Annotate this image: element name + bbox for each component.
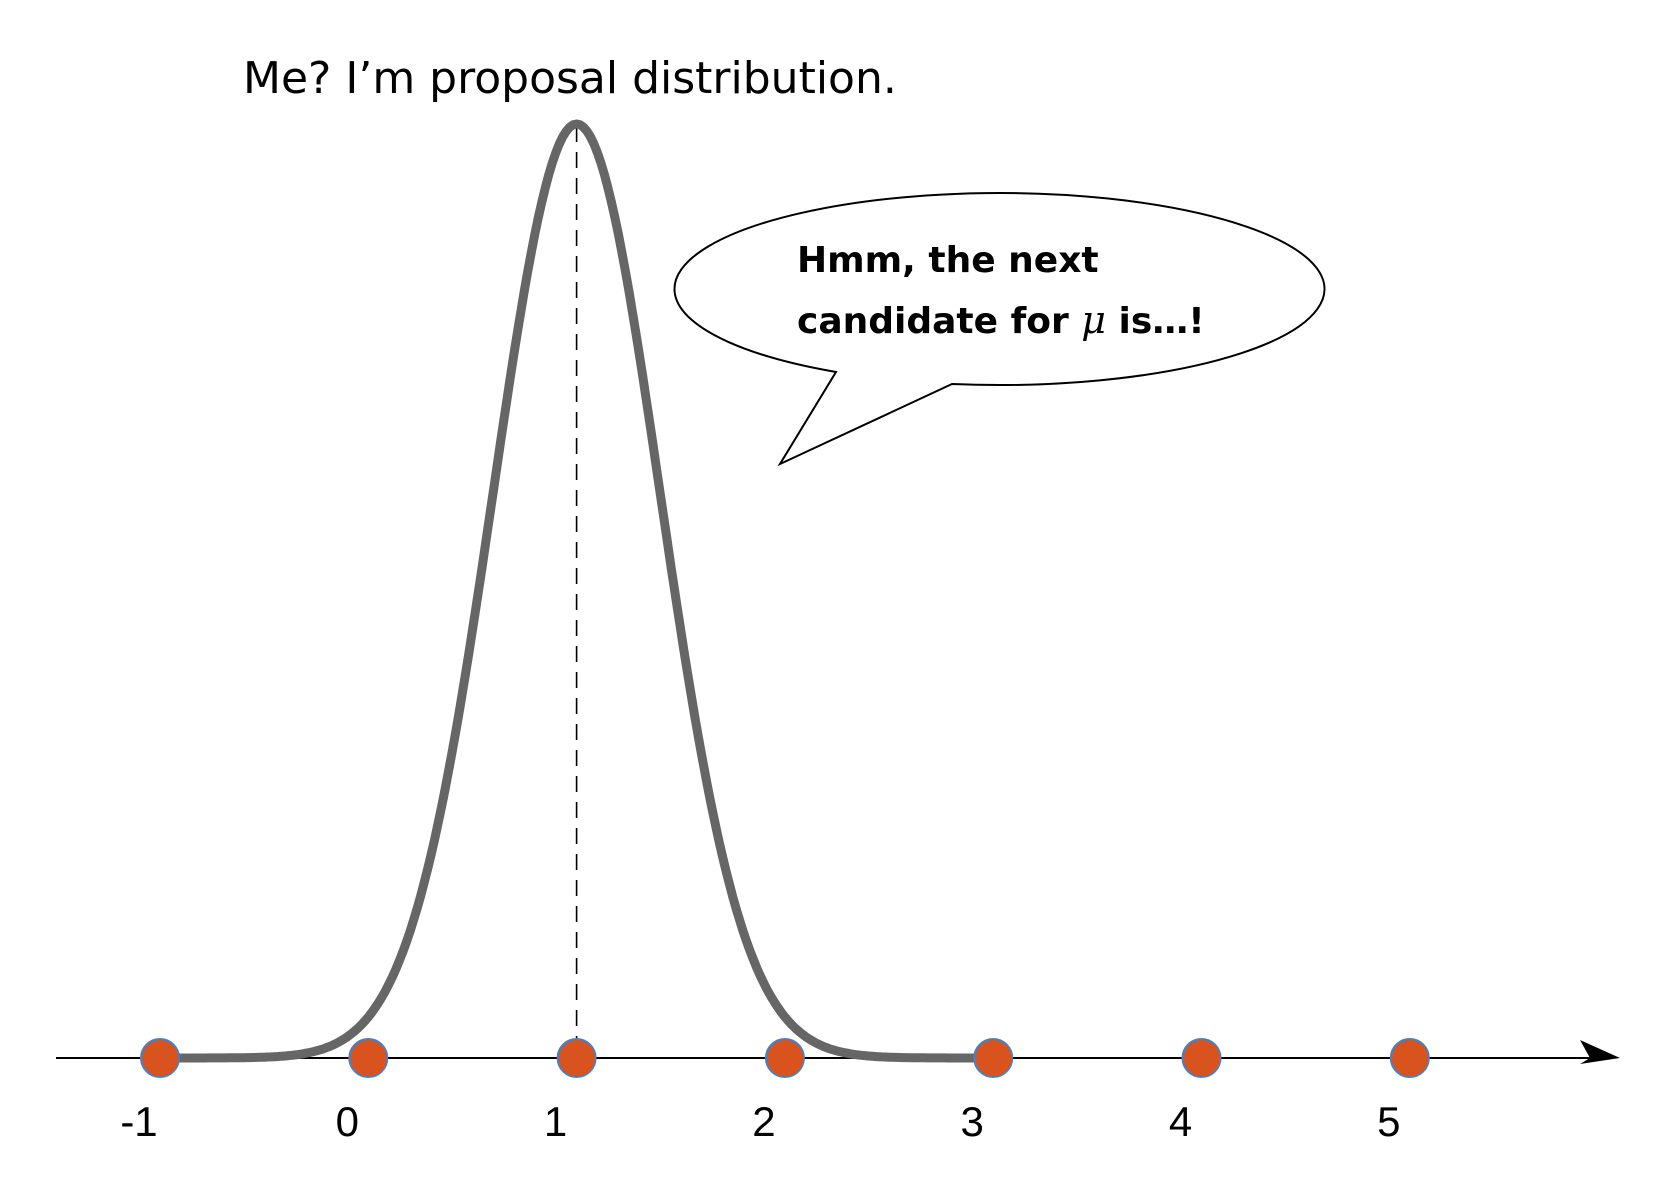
tick-label: 4	[1169, 1098, 1192, 1145]
x-axis-arrowhead	[1580, 1040, 1620, 1064]
proposal-distribution-curve	[159, 119, 995, 1063]
axis-point	[140, 1038, 180, 1078]
axis-points	[140, 1038, 1430, 1078]
axis-point	[764, 1038, 805, 1078]
speech-bubble-line-2-start: candidate for	[797, 301, 1081, 342]
tick-label: 2	[752, 1098, 775, 1145]
axis-point	[973, 1038, 1014, 1078]
axis-point	[348, 1038, 389, 1078]
tick-label: -1	[120, 1098, 157, 1145]
speech-bubble-line-2-end: is…!	[1119, 301, 1205, 342]
axis-tick-labels: -1 0 1 2 3 4 5	[120, 1098, 1400, 1145]
tick-label: 5	[1377, 1098, 1400, 1145]
axis-point	[556, 1038, 597, 1078]
mu-symbol: μ	[1081, 298, 1106, 342]
tick-label: 3	[961, 1098, 984, 1145]
axis-point	[1181, 1038, 1222, 1078]
diagram-title: Me? I’m proposal distribution.	[243, 53, 897, 104]
speech-bubble: Hmm, the next candidate for μ is…!	[673, 192, 1326, 467]
speech-bubble-line-2: candidate for μ is…!	[797, 298, 1205, 342]
speech-bubble-shape	[673, 192, 1326, 467]
tick-label: 1	[544, 1098, 567, 1145]
tick-label: 0	[336, 1098, 359, 1145]
axis-point	[1389, 1038, 1430, 1078]
speech-bubble-line-1: Hmm, the next	[797, 240, 1099, 281]
